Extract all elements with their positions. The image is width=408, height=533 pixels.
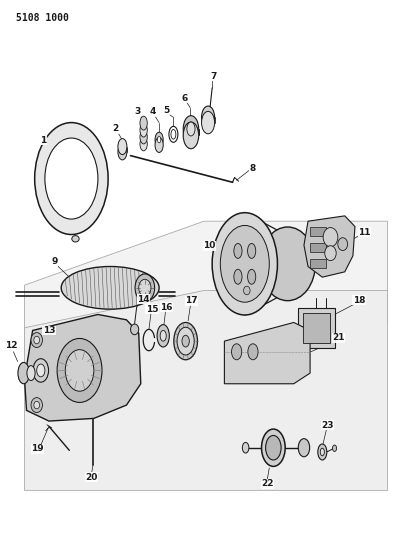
Circle shape: [31, 398, 42, 413]
Polygon shape: [24, 221, 388, 354]
Ellipse shape: [157, 136, 161, 143]
Bar: [310, 227, 326, 236]
Polygon shape: [24, 290, 388, 490]
Bar: [310, 243, 326, 252]
Ellipse shape: [182, 335, 189, 347]
Ellipse shape: [57, 338, 102, 402]
Ellipse shape: [232, 344, 242, 360]
Ellipse shape: [33, 359, 49, 382]
Text: 21: 21: [333, 334, 345, 342]
Ellipse shape: [260, 227, 315, 301]
Text: 7: 7: [211, 72, 217, 80]
Ellipse shape: [262, 429, 285, 466]
Text: 3: 3: [134, 108, 140, 116]
Ellipse shape: [320, 448, 324, 456]
Text: 12: 12: [5, 341, 18, 350]
Text: 8: 8: [249, 164, 255, 173]
Text: 9: 9: [51, 257, 58, 266]
Circle shape: [244, 286, 250, 295]
Ellipse shape: [157, 325, 169, 347]
Ellipse shape: [177, 327, 194, 355]
Ellipse shape: [61, 266, 159, 309]
Ellipse shape: [234, 269, 242, 284]
Text: 15: 15: [146, 305, 158, 313]
Ellipse shape: [160, 330, 166, 341]
Ellipse shape: [187, 122, 195, 136]
Ellipse shape: [65, 350, 94, 391]
Ellipse shape: [140, 116, 147, 130]
Ellipse shape: [35, 123, 108, 235]
Ellipse shape: [27, 366, 35, 381]
Circle shape: [131, 324, 139, 335]
Ellipse shape: [202, 111, 215, 134]
Ellipse shape: [174, 322, 197, 360]
Ellipse shape: [135, 274, 155, 302]
Bar: [310, 259, 326, 268]
Polygon shape: [24, 314, 141, 421]
Circle shape: [34, 401, 40, 409]
Ellipse shape: [37, 364, 45, 377]
Text: 17: 17: [185, 296, 197, 305]
Text: 4: 4: [149, 108, 156, 116]
Ellipse shape: [118, 144, 127, 160]
Text: 19: 19: [31, 445, 44, 453]
Text: 5108 1000: 5108 1000: [16, 13, 69, 23]
Ellipse shape: [72, 236, 79, 242]
Ellipse shape: [45, 138, 98, 219]
Text: 11: 11: [358, 228, 370, 237]
Ellipse shape: [18, 362, 29, 384]
Ellipse shape: [248, 344, 258, 360]
Text: 6: 6: [181, 94, 188, 102]
Text: 22: 22: [261, 480, 273, 488]
Circle shape: [325, 246, 336, 261]
Ellipse shape: [234, 244, 242, 259]
Ellipse shape: [242, 442, 249, 453]
Circle shape: [34, 336, 40, 344]
Text: 18: 18: [353, 296, 365, 304]
Text: 2: 2: [112, 125, 119, 133]
Text: 1: 1: [40, 136, 47, 144]
Ellipse shape: [139, 279, 151, 296]
Ellipse shape: [266, 435, 281, 460]
Ellipse shape: [202, 106, 215, 128]
Text: 10: 10: [203, 241, 215, 250]
Polygon shape: [224, 322, 310, 384]
Ellipse shape: [298, 439, 310, 457]
Ellipse shape: [333, 445, 337, 451]
Ellipse shape: [318, 444, 327, 460]
Ellipse shape: [183, 116, 199, 142]
Ellipse shape: [248, 269, 256, 284]
Ellipse shape: [140, 123, 147, 137]
Ellipse shape: [183, 122, 199, 149]
Text: 20: 20: [86, 473, 98, 481]
Ellipse shape: [118, 139, 127, 155]
Ellipse shape: [155, 138, 163, 152]
Circle shape: [338, 238, 348, 251]
Bar: [303, 313, 330, 343]
Text: 14: 14: [137, 295, 150, 303]
Ellipse shape: [248, 244, 256, 259]
Bar: [298, 308, 335, 348]
Text: 5: 5: [163, 106, 170, 115]
Circle shape: [323, 228, 338, 247]
Polygon shape: [304, 216, 355, 277]
Text: 13: 13: [43, 326, 55, 335]
Ellipse shape: [140, 137, 147, 151]
Ellipse shape: [220, 225, 269, 302]
Ellipse shape: [212, 213, 277, 315]
Ellipse shape: [155, 132, 163, 147]
Text: 23: 23: [321, 421, 333, 430]
Text: 16: 16: [160, 303, 173, 311]
Circle shape: [31, 333, 42, 348]
Ellipse shape: [140, 130, 147, 144]
